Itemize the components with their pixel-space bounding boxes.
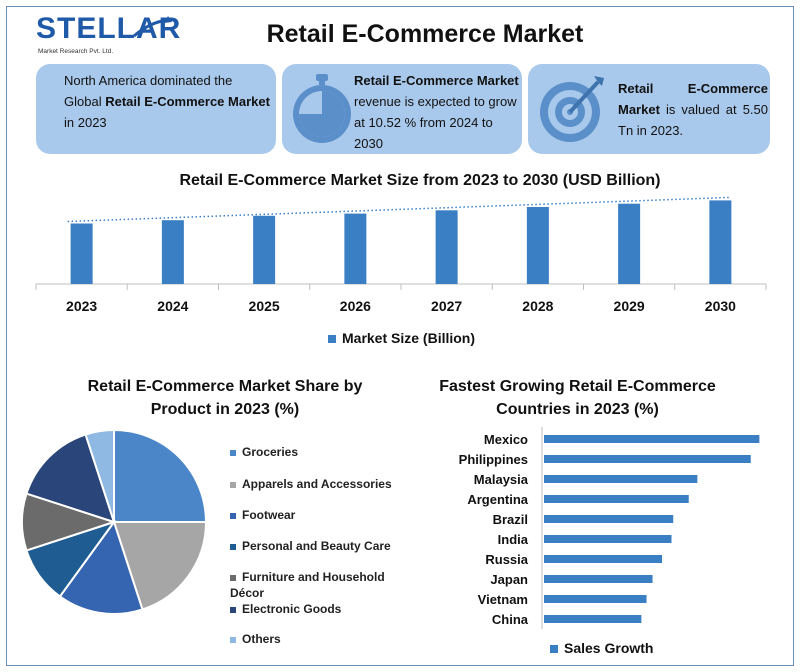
y-tick-label: Vietnam — [478, 592, 528, 607]
bar-chart-title: Retail E-Commerce Market Size from 2023 … — [179, 172, 661, 189]
stopwatch-icon — [293, 74, 351, 143]
hbar-china — [544, 615, 642, 623]
pie-legend-item: Others — [230, 631, 281, 647]
pie-slice-others — [84, 428, 115, 523]
stat-card-region: North America dominated the Global Retai… — [36, 64, 276, 154]
legend-label: Apparels and Accessories — [242, 477, 392, 491]
y-tick-label: India — [498, 532, 529, 547]
legend-label: Electronic Goods — [242, 602, 342, 616]
hbar-mexico — [544, 435, 760, 443]
pie-slice-groceries — [113, 428, 208, 523]
legend-swatch — [230, 543, 236, 550]
bar-2027 — [435, 210, 458, 284]
legend-swatch — [230, 606, 236, 613]
stat-text-value: Retail E-Commerce Market is valued at 5.… — [618, 81, 768, 138]
pie-legend-item: Personal and Beauty Care — [230, 538, 391, 554]
logo-brand: STELLAR — [36, 12, 182, 45]
x-tick-label: 2024 — [157, 298, 188, 314]
page-title: Retail E-Commerce Market — [266, 20, 584, 48]
legend-swatch — [230, 481, 236, 488]
x-tick-label: 2025 — [249, 298, 280, 314]
y-tick-label: Argentina — [467, 492, 528, 507]
legend-label: Groceries — [242, 445, 299, 459]
pie-legend-item: Footwear — [230, 507, 295, 523]
bar-legend: Market Size (Billion) — [328, 330, 475, 346]
target-icon — [540, 76, 604, 142]
hbar-vietnam — [544, 595, 647, 603]
legend-label: Others — [242, 632, 281, 646]
legend-swatch — [550, 645, 558, 654]
bar-2028 — [526, 207, 549, 284]
pie-chart — [21, 428, 208, 615]
trend-line — [67, 196, 731, 223]
stellar-logo: STELLAR Market Research Pvt. Ltd. — [36, 12, 180, 58]
y-tick-label: Mexico — [484, 432, 528, 447]
hbar-india — [544, 535, 672, 543]
bar-2023 — [70, 223, 93, 284]
pie-slice-apparels-and-accessories — [112, 521, 208, 611]
pie-legend-item: Apparels and Accessories — [230, 476, 392, 492]
x-tick-label: 2030 — [705, 298, 736, 314]
y-tick-label: Russia — [485, 552, 528, 567]
hbar-philippines — [544, 455, 751, 463]
bar-2026 — [344, 213, 367, 284]
stat-text-growth: Retail E-Commerce Market revenue is expe… — [354, 73, 519, 151]
x-tick-label: 2028 — [522, 298, 553, 314]
bar-chart: 2023 2024 2025 2026 2027 2028 2029 2030 — [35, 196, 767, 314]
pie-chart-title: Retail E-Commerce Market Share by Produc… — [87, 378, 363, 418]
bar-2025 — [253, 215, 276, 284]
hbar-brazil — [544, 515, 674, 523]
y-tick-label: Malaysia — [474, 472, 529, 487]
y-tick-label: China — [492, 612, 529, 627]
hbar-argentina — [544, 495, 689, 503]
x-tick-label: 2023 — [66, 298, 97, 314]
legend-label: Furniture and Household Décor — [230, 570, 385, 600]
legend-label: Footwear — [242, 508, 296, 522]
legend-label: Personal and Beauty Care — [242, 539, 391, 553]
stat-card-value: Retail E-Commerce Market is valued at 5.… — [528, 64, 770, 154]
y-tick-label: Japan — [490, 572, 528, 587]
stat-card-growth: Retail E-Commerce Market revenue is expe… — [282, 64, 522, 154]
x-tick-label: 2026 — [340, 298, 371, 314]
hbar-malaysia — [544, 475, 698, 483]
logo-tagline: Market Research Pvt. Ltd. — [38, 48, 114, 55]
x-tick-label: 2029 — [614, 298, 645, 314]
legend-swatch — [230, 512, 236, 519]
x-tick-label: 2027 — [431, 298, 462, 314]
bar-2029 — [618, 203, 641, 284]
legend-swatch — [230, 574, 236, 581]
pie-legend-item: Furniture and Household Décor — [230, 569, 390, 601]
bar-2030 — [709, 200, 732, 284]
pie-legend-item: Electronic Goods — [230, 601, 341, 617]
arrow-icon — [133, 16, 172, 38]
pie-slice-footwear — [58, 519, 144, 615]
y-tick-label: Philippines — [459, 452, 528, 467]
legend-swatch — [230, 449, 236, 456]
hbar-japan — [544, 575, 653, 583]
pie-legend-item: Groceries — [230, 444, 298, 460]
bar-2024 — [161, 220, 184, 284]
legend-swatch — [230, 636, 236, 643]
legend-swatch — [328, 335, 336, 344]
hbar-legend: Sales Growth — [550, 640, 653, 656]
y-tick-label: Brazil — [493, 512, 528, 527]
stat-text-region: North America dominated the Global Retai… — [64, 73, 270, 130]
hbar-chart-title: Fastest Growing Retail E-Commerce Countr… — [439, 378, 716, 418]
hbar-russia — [544, 555, 663, 563]
hbar-chart: Mexico Philippines Malaysia Argentina Brazil… — [459, 427, 760, 629]
